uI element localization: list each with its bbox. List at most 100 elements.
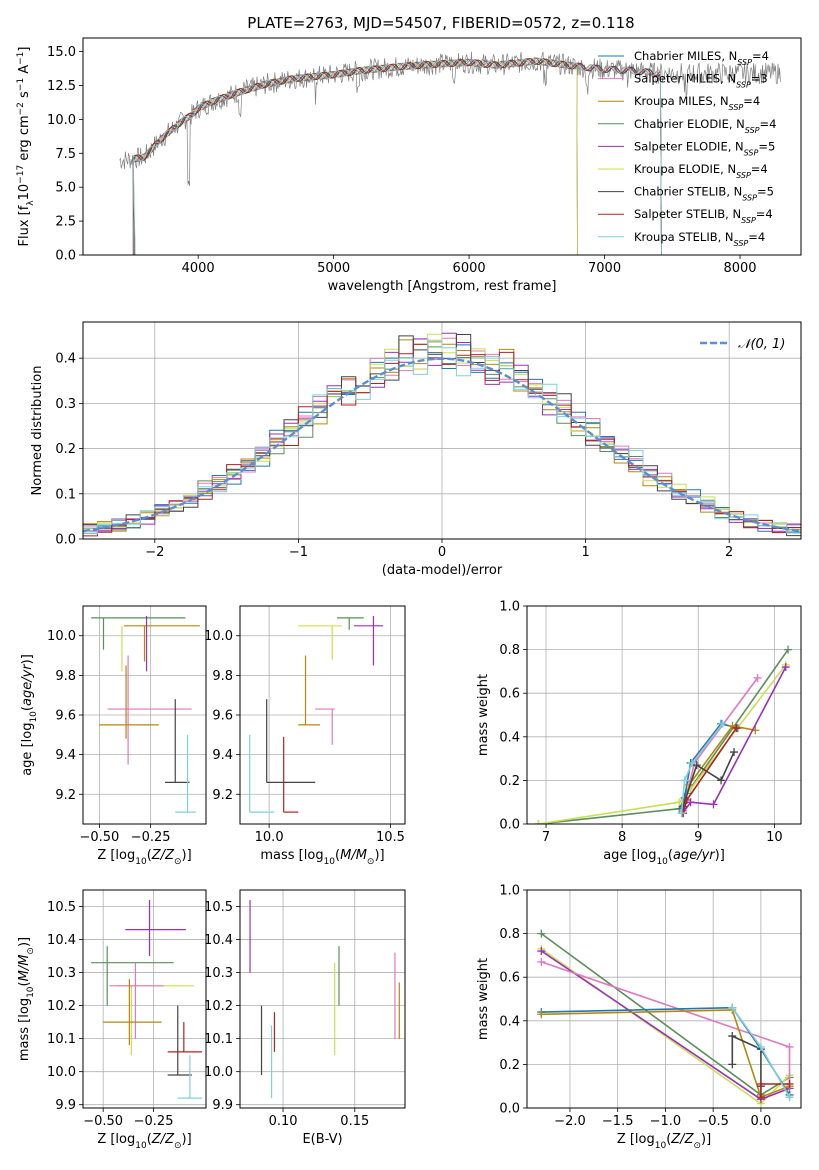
label-part: Flux [f	[17, 205, 32, 246]
model-spectrum	[132, 57, 662, 255]
gaussian-curve	[83, 357, 801, 533]
legend-label: Kroupa MILES, NSSP=4	[634, 94, 760, 112]
y-tick-label: 9.8	[55, 669, 76, 684]
errorbar-point	[177, 1055, 202, 1099]
errorbar-point	[167, 1022, 202, 1053]
model-spectrum	[132, 58, 662, 255]
errorbar-point	[167, 1005, 192, 1076]
mass-weight-line	[682, 725, 756, 814]
errorbar-point	[298, 625, 342, 660]
y-tick-label: 9.2	[55, 788, 76, 803]
axes-frame	[526, 889, 802, 1109]
label-part: −1	[16, 52, 26, 65]
subplots: 4000 5000 6000 7000 80000.02.55.07.510.012.5…	[16, 37, 802, 1151]
mass-weight-line	[682, 751, 735, 807]
y-tick-label: 0.0	[55, 249, 76, 264]
errorbar-point	[337, 617, 364, 630]
x-tick-label: −0.25	[134, 1114, 174, 1129]
x-tick-label: −0.50	[79, 830, 119, 845]
legend-text: =4	[756, 207, 773, 221]
y-tick-label: 10.4	[47, 933, 76, 948]
mass-weight-marker	[784, 645, 793, 654]
y-tick-label: 0.1	[55, 487, 76, 502]
mass-weight-marker	[785, 1080, 794, 1089]
y-tick-label: 0.2	[499, 774, 520, 789]
y-tick-label: 9.9	[55, 1098, 76, 1113]
label-part: 10	[17, 184, 32, 201]
errorbar-point	[315, 708, 335, 745]
y-axis-label: age [log10(age/yr)]	[20, 654, 39, 776]
legend-sub: SSP	[729, 103, 744, 112]
axes-frame	[82, 37, 802, 256]
x-axis-label: Z [log10(Z/Z⊙)]	[617, 1132, 711, 1151]
mass-weight-marker	[692, 761, 701, 770]
x-tick-label: 1	[581, 545, 589, 560]
model-spectrum	[132, 57, 662, 255]
label-part: −17	[16, 165, 26, 184]
histogram-step	[83, 334, 801, 537]
age_vs_Z-axes: −0.50 −0.259.29.49.69.810.0Z [log10(Z/Z⊙)…	[20, 605, 207, 867]
y-tick-label: 9.4	[212, 748, 233, 763]
mass-weight-marker	[677, 809, 686, 818]
label-part: erg cm	[17, 115, 32, 164]
mass-weight-marker	[753, 673, 762, 682]
errorbar-point	[175, 734, 196, 813]
y-tick-label: 10.2	[47, 999, 76, 1014]
x-tick-label: −2	[145, 545, 164, 560]
legend-text: =5	[757, 185, 774, 199]
y-tick-label: 2.5	[55, 215, 76, 230]
label-part: (	[20, 706, 35, 711]
legend-text: Kroupa ELODIE, N	[634, 162, 736, 176]
label-part: (	[147, 848, 152, 863]
y-tick-label: 0.4	[499, 1014, 520, 1029]
mass-weight-marker	[537, 947, 546, 956]
y-tick-label: 7.5	[55, 147, 76, 162]
legend-sub: SSP	[734, 238, 749, 247]
label-part: 10	[655, 1141, 667, 1151]
legend-sub: SSP	[736, 171, 751, 180]
legend-text: Chabrier STELIB, N	[634, 185, 742, 199]
mass-weight-marker	[537, 957, 546, 966]
mass-weight-line	[541, 1009, 790, 1099]
label-part: )]	[182, 1132, 192, 1147]
y-tick-label: 0.4	[55, 352, 76, 367]
x-axis-label: (data-model)/error	[382, 563, 503, 578]
model-spectrum	[132, 57, 578, 255]
y-tick-label: 9.8	[212, 669, 233, 684]
legend-label: Chabrier STELIB, NSSP=5	[634, 185, 774, 203]
label-part: (	[668, 848, 673, 863]
y-tick-label: 10.3	[47, 966, 76, 981]
y-axis-label: Flux [fλ10−17 erg cm−2 s−1 A−1]	[16, 47, 36, 247]
label-part: (	[17, 981, 32, 986]
mass-weight-marker	[785, 1093, 794, 1102]
label-part: −2	[16, 102, 26, 115]
legend-label: Kroupa ELODIE, NSSP=4	[634, 162, 768, 180]
label-part: )]	[17, 937, 32, 947]
label-part: A	[17, 65, 32, 78]
x-axis-label: Z [log10(Z/Z⊙)]	[97, 1132, 191, 1151]
y-axis-label: mass weight	[476, 958, 491, 1040]
legend-text: =4	[752, 49, 769, 63]
y-tick-label: 5.0	[55, 181, 76, 196]
legend-label: Chabrier MILES, NSSP=4	[634, 49, 769, 67]
legend-text: Salpeter ELODIE, N	[634, 139, 744, 153]
legend-sub: SSP	[745, 125, 760, 134]
mass-weight-marker	[688, 758, 697, 767]
x-axis-label: Z [log10(Z/Z⊙)]	[97, 848, 191, 867]
errorbar-point	[109, 962, 164, 1039]
x-tick-label: 8000	[723, 261, 756, 276]
label-part: 10	[135, 857, 147, 867]
errorbar-point	[99, 665, 159, 739]
legend-text: =5	[758, 139, 775, 153]
y-tick-label: 10.0	[47, 1065, 76, 1080]
y-axis-label: mass weight	[476, 674, 491, 756]
y-tick-label: 1.0	[499, 884, 520, 899]
label-part: ]	[17, 47, 32, 52]
label-part: Z [log	[97, 848, 135, 863]
y-tick-label: 15.0	[47, 45, 76, 60]
y-tick-label: 0.8	[499, 927, 520, 942]
x-tick-label: 0.15	[340, 1114, 369, 1129]
mass-weight-marker	[728, 1032, 737, 1041]
label-part: mass [log	[17, 998, 32, 1061]
mass-weight-marker	[756, 1080, 765, 1089]
